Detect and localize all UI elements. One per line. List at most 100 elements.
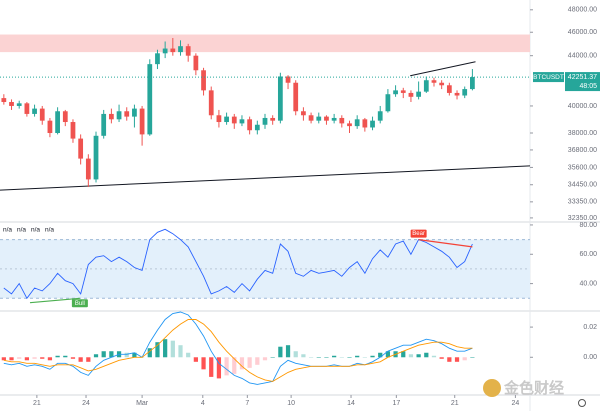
y-tick-label: 34450.00 [568,182,597,189]
candle-body [277,76,283,121]
y-tick-label: 80.00 [579,222,597,229]
candle-body [354,119,360,127]
histogram-bar [439,357,444,359]
histogram-bar [63,355,68,358]
histogram-bar [40,357,45,359]
histogram-bar [308,357,314,358]
x-tick-label: 10 [287,400,295,407]
x-tick-label: 21 [451,400,459,407]
histogram-bar [416,354,421,358]
histogram-bar [454,357,460,362]
candle-body [462,89,468,96]
rsi-line [3,228,473,300]
x-tick-label: 7 [245,400,249,407]
y-tick-label: 44000.00 [568,53,597,60]
symbol-label: BTCUSDT [533,74,564,81]
histogram-bar [32,357,37,359]
candle-body [308,115,314,121]
candle-body [331,117,337,121]
x-tick-label: 4 [201,400,205,407]
candle-body [70,122,76,139]
candle-body [377,111,383,121]
histogram-bar [78,357,83,362]
histogram-bar [270,357,275,358]
candle-body [231,116,237,124]
histogram-bar [24,357,29,361]
histogram-bar [462,357,467,361]
candle-body [124,111,130,117]
histogram-bar [232,357,237,374]
histogram-bar [239,357,245,370]
candle-body [254,124,260,131]
x-tick-label: 14 [347,400,355,407]
status-label: n/a [17,227,26,234]
macd-line [3,311,473,385]
histogram-bar [447,357,452,362]
histogram-bar [362,357,367,358]
histogram-bar [155,342,160,358]
histogram-bar [324,357,329,358]
candle-body [423,80,429,92]
candle-body [93,135,99,180]
histogram-bar [255,357,260,365]
x-tick-label: 21 [33,400,41,407]
y-tick-label: 33350.00 [568,199,597,206]
candle-body [470,77,475,90]
y-tick-label: 46000.00 [568,29,597,36]
histogram-bar [109,351,114,358]
histogram-bar [70,357,76,359]
histogram-bar [86,357,91,362]
candle-body [139,108,145,135]
candle-body [55,111,60,134]
candle-body [247,119,253,131]
histogram-bar [216,357,222,379]
histogram-bar [401,351,406,358]
y-tick-label: 60.00 [579,251,597,258]
x-tick-label: 17 [392,400,400,407]
y-tick-label: 0.00 [583,354,597,361]
candle-body [39,108,45,121]
histogram-bar [431,355,437,358]
candle-body [362,119,368,128]
candle-body [155,53,160,65]
candle-body [78,138,84,159]
candle-body [285,76,291,83]
candle-body [9,102,14,106]
histogram-bar [178,345,183,358]
last-price-box [565,72,600,92]
divergence-label: Bear [412,231,425,237]
candle-body [239,119,245,124]
candle-body [224,116,229,123]
histogram-bar [385,351,391,358]
y-tick-label: 36800.00 [568,147,597,154]
last-price-label: 42251.37 [568,74,597,81]
candle-body [431,80,437,83]
histogram-bar [9,357,14,361]
candle-body [201,70,206,91]
histogram-bar [347,357,352,358]
settings-icon[interactable] [578,399,586,407]
histogram-bar [316,357,321,358]
x-tick-label: Mar [136,400,149,407]
histogram-bar [201,357,206,370]
candle-body [47,120,53,134]
candle-body [262,117,268,125]
status-label: n/a [31,227,40,234]
y-tick-label: 40000.00 [568,103,597,110]
candle-body [270,117,276,121]
histogram-bar [193,357,198,362]
histogram-bar [470,357,475,358]
trend-line [410,61,476,77]
histogram-bar [163,339,168,358]
histogram-bar [370,355,375,358]
histogram-bar [332,355,337,358]
candle-body [32,108,37,114]
candle-body [324,116,329,121]
x-tick-label: 24 [512,400,520,407]
histogram-bar [378,352,383,358]
candle-body [347,123,352,127]
candle-body [446,85,452,93]
divergence-tag [71,299,88,308]
y-tick-label: 35600.00 [568,164,597,171]
